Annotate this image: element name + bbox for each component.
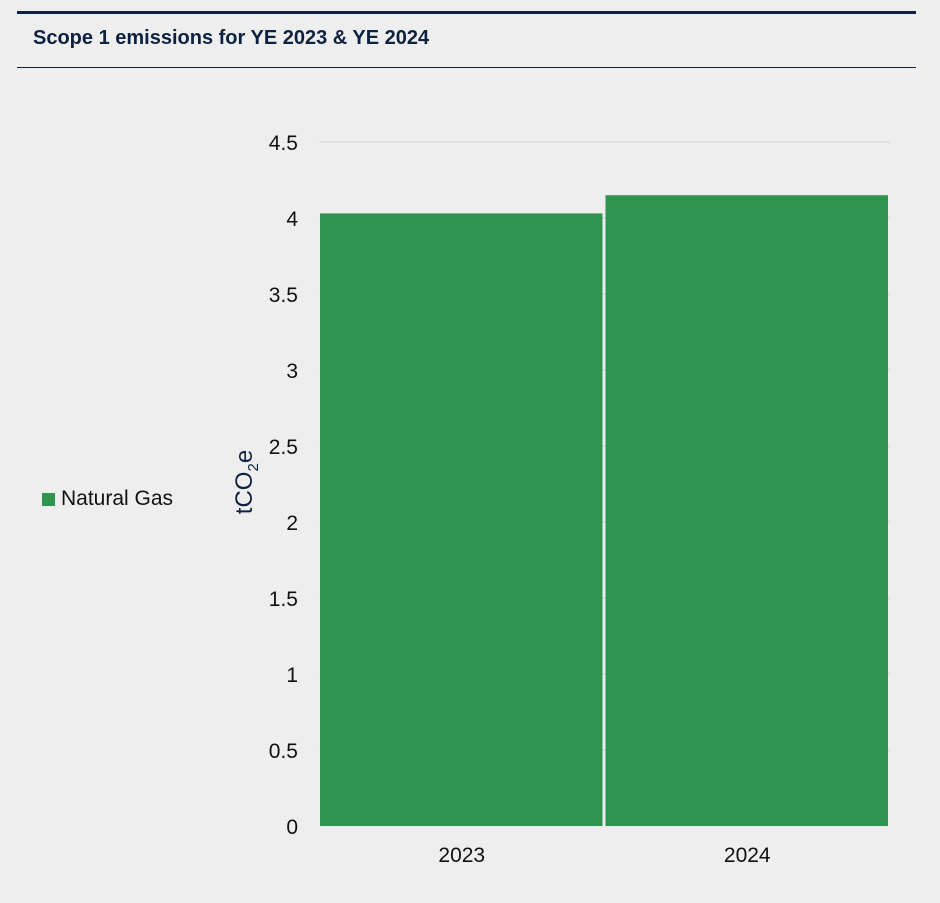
y-tick-label: 4 [286,208,298,231]
legend-swatch-natural-gas [42,492,55,506]
legend: Natural Gas [42,487,173,511]
bar-2023 [320,213,603,826]
y-tick-label: 1 [286,664,298,687]
y-tick-label: 3.5 [269,284,298,307]
y-tick-label: 4.5 [269,132,298,155]
y-tick-label: 3 [286,360,298,383]
y-tick-label: 1.5 [269,588,298,611]
chart-title: Scope 1 emissions for YE 2023 & YE 2024 [33,27,430,49]
y-axis-title: tCO2e [231,450,262,514]
y-axis-title-main: tCO [231,472,258,515]
legend-label-natural-gas: Natural Gas [61,487,174,510]
x-tick-label-2023: 2023 [438,844,485,867]
y-axis-title-subscript: 2 [245,463,262,471]
y-tick-labels: 0 0.5 1 1.5 2 2.5 3 3.5 4 4.5 [269,132,299,839]
y-tick-label: 2 [286,512,298,535]
x-tick-label-2024: 2024 [724,844,771,867]
y-tick-label: 0.5 [269,740,298,763]
x-tick-labels: 2023 2024 [438,844,771,867]
bar-2024 [605,195,888,826]
bars [320,195,888,826]
y-tick-label: 2.5 [269,436,298,459]
y-tick-label: 0 [286,816,298,839]
y-axis-title-end: e [231,450,258,463]
chart-header: Scope 1 emissions for YE 2023 & YE 2024 [17,11,916,68]
